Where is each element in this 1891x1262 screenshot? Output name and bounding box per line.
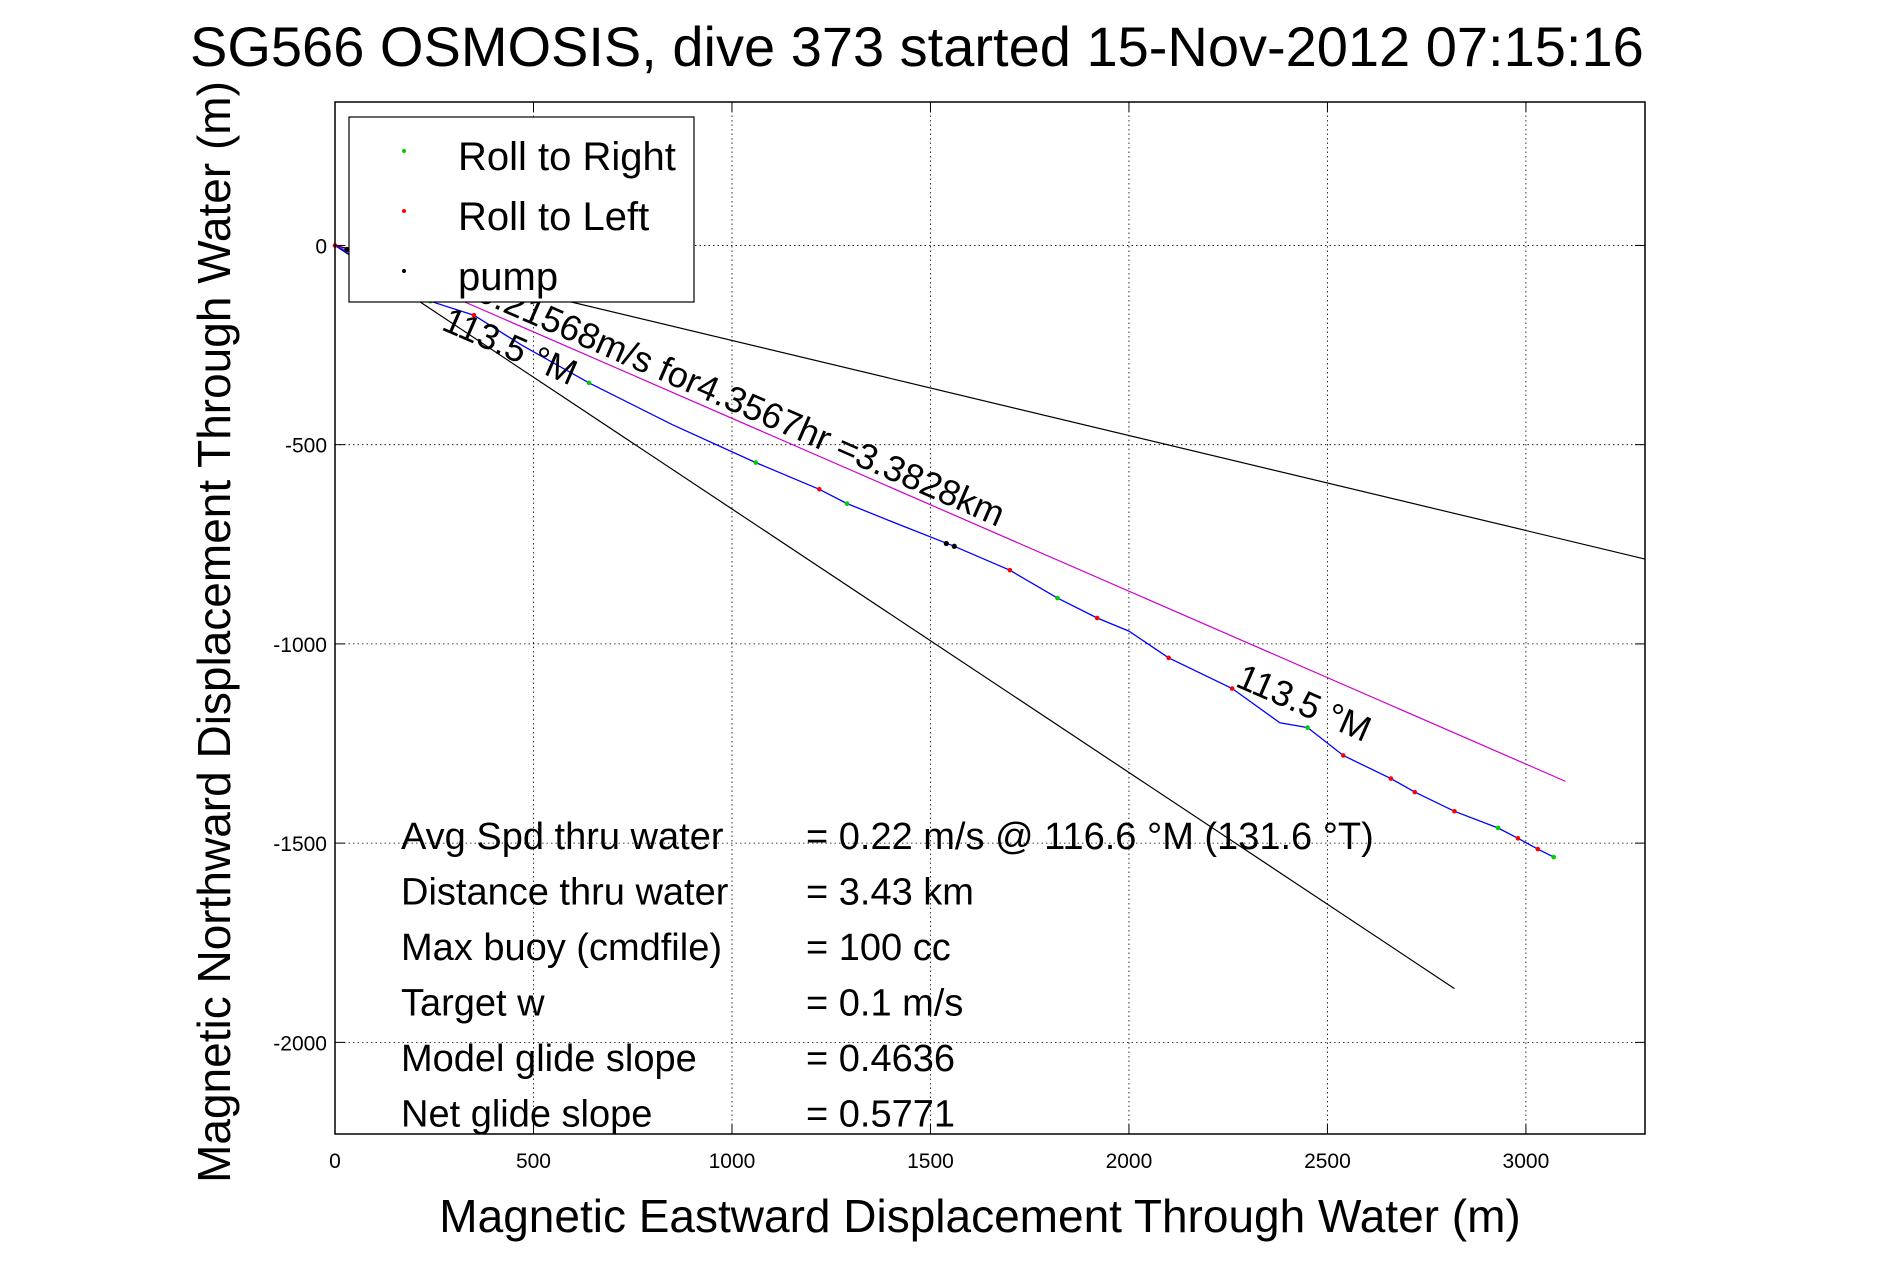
legend-marker-roll-left	[402, 209, 406, 213]
stat-value: = 0.22 m/s @ 116.6 °M (131.6 °T)	[806, 816, 1374, 858]
roll-left-point	[471, 312, 477, 318]
y-tick-label: -2000	[273, 1032, 327, 1055]
plot-frame	[334, 101, 1646, 1135]
roll-right-point	[753, 460, 759, 465]
x-tick-label: 1000	[709, 1150, 756, 1173]
stat-value: = 100 cc	[806, 927, 951, 969]
roll-left-point	[1452, 808, 1457, 814]
y-tick-label: -1000	[273, 634, 327, 657]
roll-left-point	[1412, 789, 1418, 795]
roll-right-point	[1495, 825, 1501, 831]
roll-right-point	[1055, 595, 1060, 601]
stat-label: Target w	[401, 983, 545, 1025]
stat-value: = 3.43 km	[806, 872, 974, 914]
x-tick-label: 0	[329, 1150, 341, 1173]
legend-box	[348, 116, 695, 303]
x-tick-label: 2000	[1106, 1150, 1153, 1173]
roll-left-point	[1007, 567, 1013, 573]
roll-left-point	[1341, 753, 1346, 758]
chart-title: SG566 OSMOSIS, dive 373 started 15-Nov-2…	[190, 15, 1644, 78]
roll-left-point	[817, 486, 822, 492]
stat-label: Net glide slope	[401, 1094, 652, 1136]
roll-right-point	[1305, 725, 1310, 730]
pump-point	[344, 246, 350, 253]
stat-label: Avg Spd thru water	[401, 816, 724, 858]
y-tick-label: -500	[285, 435, 327, 458]
roll-left-point	[1535, 846, 1541, 852]
axis-ticks: 0 500 1000 1500 2000 2500 3000 0 -500 -1000 -1500 -…	[273, 102, 1645, 1173]
y-tick-label: 0	[315, 235, 327, 258]
pump-point	[943, 540, 949, 547]
stat-value: = 0.5771	[806, 1094, 955, 1136]
legend-marker-roll-right	[402, 149, 406, 153]
stats-block: Avg Spd thru water = 0.22 m/s @ 116.6 °M …	[401, 816, 1374, 1136]
roll-left-point	[1388, 776, 1394, 781]
glider-track-line	[334, 244, 1554, 858]
stat-value: = 0.4636	[806, 1038, 955, 1080]
roll-right-point	[586, 380, 592, 386]
y-axis-label: Magnetic Northward Displacement Through …	[188, 81, 240, 1183]
x-tick-label: 3000	[1503, 1150, 1550, 1173]
x-tick-label: 1500	[907, 1150, 954, 1173]
legend: Roll to Right Roll to Left pump	[348, 116, 695, 303]
legend-label-roll-right: Roll to Right	[458, 135, 676, 179]
stat-value: = 0.1 m/s	[806, 983, 963, 1025]
pump-point	[951, 543, 957, 549]
roll-left-point	[1166, 655, 1171, 661]
series-layer	[332, 243, 1556, 860]
reference-line-2	[334, 244, 1455, 990]
roll-right-point	[844, 501, 850, 506]
stat-label: Model glide slope	[401, 1038, 697, 1080]
roll-left-point	[1229, 686, 1235, 691]
legend-marker-pump	[402, 269, 406, 273]
reference-line-3	[334, 244, 1566, 782]
roll-left-point	[1515, 836, 1521, 841]
stat-label: Distance thru water	[401, 872, 729, 914]
y-tick-label: -1500	[273, 833, 327, 856]
roll-right-point	[1551, 854, 1556, 860]
roll-left-point	[1094, 615, 1100, 621]
x-tick-label: 500	[516, 1150, 551, 1173]
stat-label: Max buoy (cmdfile)	[401, 927, 722, 969]
legend-label-roll-left: Roll to Left	[458, 195, 649, 239]
x-axis-label: Magnetic Eastward Displacement Through W…	[439, 1190, 1520, 1242]
legend-label-pump: pump	[458, 255, 558, 299]
x-tick-label: 2500	[1304, 1150, 1351, 1173]
